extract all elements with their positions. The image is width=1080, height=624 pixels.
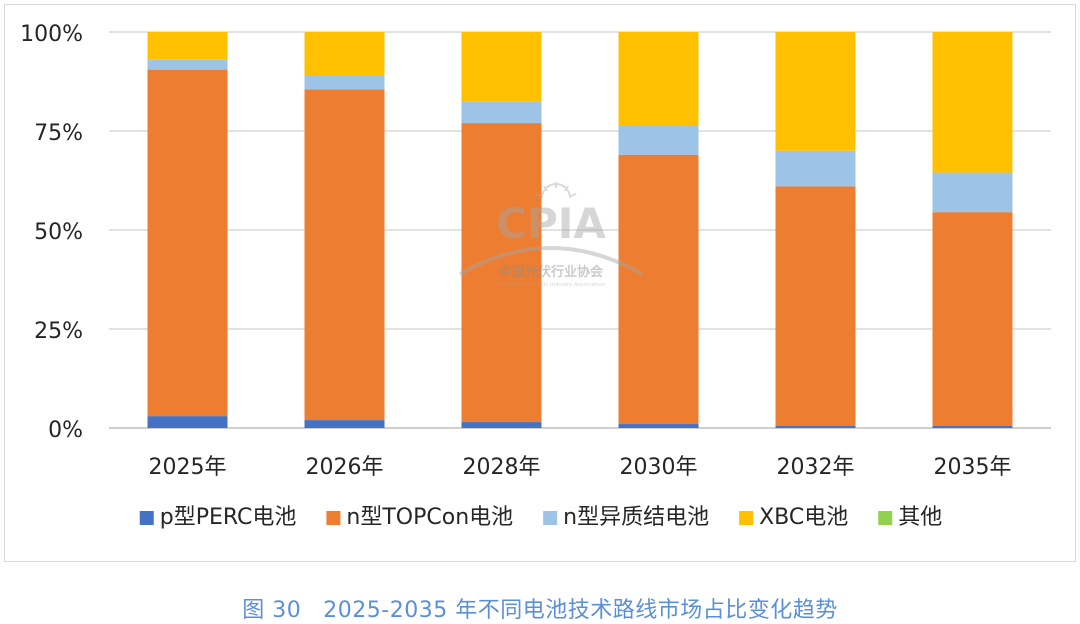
x-tick-label: 2028年 [463,455,541,480]
legend-swatch [543,511,558,525]
bar-segment [618,154,699,425]
bar-segment [461,422,542,428]
bar-segment [304,75,385,90]
x-tick-label: 2032年 [777,455,855,480]
legend-label: n型TOPCon电池 [346,505,513,530]
figure-title: 2025-2035 年不同电池技术路线市场占比变化趋势 [323,598,838,623]
bar-segment [932,426,1013,428]
bar-segment [618,424,699,428]
bar-segment [304,420,385,428]
bar-segment [932,32,1013,173]
stacked-bar-chart: 0% 25% 50% 75% 100% 2025年 2026年 2028年 2030年 2032年… [20,22,1051,530]
bar-segment [775,32,856,151]
legend-swatch [878,511,893,525]
bar-segment [932,172,1013,213]
y-tick-label: 0% [48,418,83,443]
bar-segment [932,212,1013,427]
bar-segment [775,150,856,187]
legend-swatch [326,511,341,525]
cpia-watermark-logo: CPIA 中国光伏行业协会 China Photovoltaic Industr… [456,182,646,292]
cpia-logo-icon: CPIA 中国光伏行业协会 China Photovoltaic Industr… [459,182,643,288]
x-tick-label: 2035年 [934,455,1012,480]
bar-segment [147,69,228,417]
y-tick-label: 50% [34,220,83,245]
watermark-logo-text: CPIA [496,199,606,248]
y-tick-label: 25% [34,319,83,344]
bar-segment [775,426,856,428]
x-tick-label: 2025年 [149,455,227,480]
watermark-en-name: China Photovoltaic Industry Association [497,282,606,288]
watermark-cn-name: 中国光伏行业协会 [499,264,604,280]
x-tick-label: 2030年 [620,455,698,480]
y-tick-label: 75% [34,121,83,146]
bar-segment [618,32,699,126]
legend-label: n型异质结电池 [563,505,709,530]
legend-label: 其他 [898,505,942,530]
bar-segment [461,32,542,102]
x-tick-label: 2026年 [306,455,384,480]
y-tick-label: 100% [20,22,83,47]
legend-swatch [739,511,754,525]
bar-segment [304,89,385,421]
bar-segment [304,32,385,76]
figure-number: 图 30 [242,598,302,623]
bar-segment [147,416,228,428]
bar-segment [461,101,542,124]
legend-label: p型PERC电池 [160,505,297,530]
legend-label: XBC电池 [759,505,848,530]
bar-segment [461,123,542,423]
chart-frame: 0% 25% 50% 75% 100% 2025年 2026年 2028年 2030年 2032年… [4,4,1076,562]
bar-segment [147,59,228,70]
legend-swatch [139,511,154,525]
figure-caption: 图 30 2025-2035 年不同电池技术路线市场占比变化趋势 [0,592,1080,624]
bar-segment [147,32,228,60]
bar-segment [775,186,856,427]
bar-segment [618,125,699,155]
